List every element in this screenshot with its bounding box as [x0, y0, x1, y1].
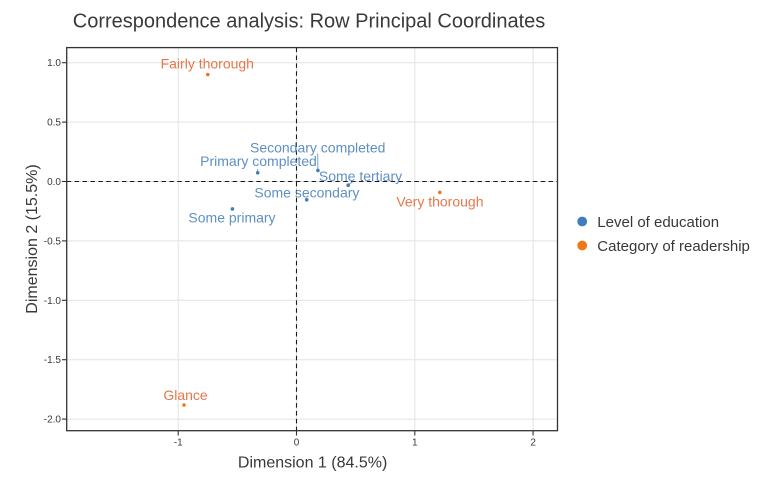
svg-text:Some primary: Some primary	[188, 209, 275, 225]
svg-text:Fairly thorough: Fairly thorough	[161, 56, 254, 72]
svg-text:Correspondence analysis: Row P: Correspondence analysis: Row Principal C…	[73, 11, 545, 33]
svg-text:Glance: Glance	[163, 387, 208, 403]
svg-text:Very thorough: Very thorough	[396, 193, 483, 209]
svg-text:2: 2	[530, 437, 536, 448]
svg-text:Some tertiary: Some tertiary	[319, 168, 402, 184]
svg-text:-1.0: -1.0	[44, 296, 62, 307]
svg-text:1.0: 1.0	[47, 58, 61, 69]
svg-text:-2.0: -2.0	[44, 415, 62, 426]
svg-text:-0.5: -0.5	[44, 236, 62, 247]
svg-text:-1: -1	[174, 437, 183, 448]
svg-text:Category of readership: Category of readership	[597, 238, 750, 255]
svg-text:Some secondary: Some secondary	[254, 185, 359, 201]
svg-text:1: 1	[412, 437, 418, 448]
svg-text:0: 0	[294, 437, 300, 448]
svg-text:Dimension 2 (15.5%): Dimension 2 (15.5%)	[24, 164, 41, 313]
svg-text:0.5: 0.5	[47, 118, 61, 129]
svg-text:-1.5: -1.5	[44, 355, 62, 366]
svg-text:Primary completed: Primary completed	[200, 153, 317, 169]
svg-text:Dimension 1 (84.5%): Dimension 1 (84.5%)	[238, 454, 387, 471]
svg-text:0.0: 0.0	[47, 177, 61, 188]
svg-text:Level of education: Level of education	[597, 214, 719, 231]
